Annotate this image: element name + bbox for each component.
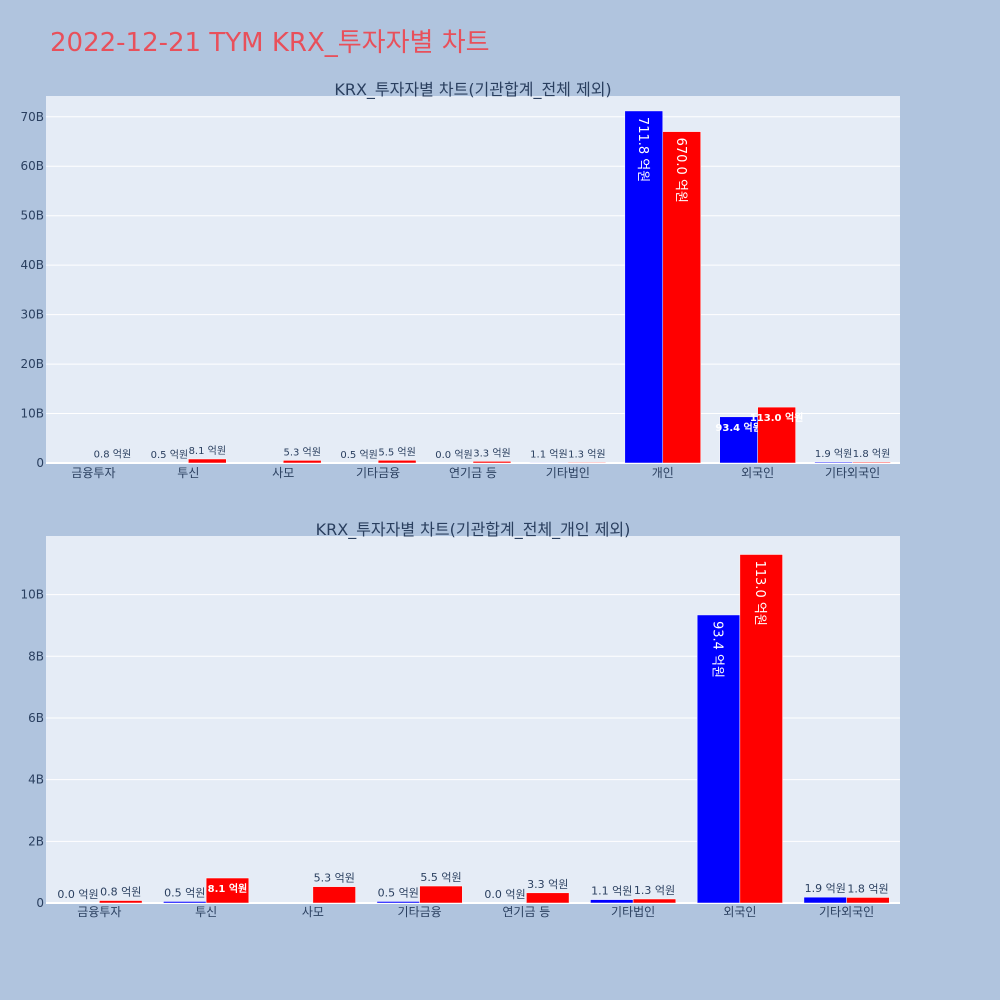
bar-value-label: 3.3 억원 [527,878,568,891]
x-tick-label: 사모 [302,905,324,919]
bar-value-label: 0.5 억원 [164,886,205,899]
bar [472,461,512,464]
y-tick-label: 20B [20,357,44,371]
bar-value-label: 5.5 억원 [420,871,461,884]
x-tick-label: 금융투자 [71,466,115,480]
bar [590,899,634,904]
x-tick-label: 금융투자 [77,905,121,919]
y-tick-label: 30B [20,308,44,322]
bar-value-label: 1.3 억원 [634,884,675,897]
x-tick-label: 기타법인 [611,905,655,919]
bar [205,877,250,904]
page-title: 2022-12-21 TYM KRX_투자자별 차트 [50,28,490,58]
bar-value-label: 1.8 억원 [853,448,890,460]
chart-1: 0 10B 20B 30B 40B 50B 60B 70B KRX_투자자별 차트(기관합계_전… [20,80,900,480]
bar [419,885,463,904]
bar [163,901,207,904]
bar-value-label: 1.8 억원 [847,882,888,895]
bar [526,892,570,904]
x-tick-label: 외국인 [723,905,756,919]
bar [696,614,741,904]
x-tick-label: 기타금융 [398,905,442,919]
bar-value-label: 0.0 억원 [484,888,525,901]
y-tick-label: 10B [20,407,44,421]
x-tick-label: 기타법인 [546,466,590,480]
bar [719,416,758,464]
bar-value-label: 0.8 억원 [94,449,131,461]
bar-value-label: 113.0 억원 [752,561,767,626]
x-tick-label: 투신 [195,905,217,919]
bar-value-label: 93.4 억원 [710,621,725,678]
bar-value-label: 0.5 억원 [340,449,377,461]
x-tick-label: 투신 [177,466,199,480]
y-tick-label: 6B [28,711,44,725]
x-tick-label: 연기금 등 [502,905,550,919]
bar [529,462,569,464]
bar-value-label: 1.9 억원 [805,882,846,895]
y-tick-label: 0 [36,456,44,470]
bar [803,896,847,904]
x-tick-label: 사모 [272,466,294,480]
bar-value-label: 711.8 억원 [635,117,650,182]
y-tick-label: 10B [20,588,44,602]
bar [757,406,796,464]
bar [377,460,417,464]
bar-value-label: 8.1 억원 [189,445,226,457]
bar-value-label: 5.3 억원 [314,872,355,885]
bar [662,131,701,464]
bar-value-label: 8.1 억원 [208,882,248,895]
bar [814,461,853,464]
x-tick-label: 기타외국인 [825,466,880,480]
y-tick-label: 4B [28,773,44,787]
chart-title: KRX_투자자별 차트(기관합계_전체_개인 제외) [316,520,631,540]
y-tick-label: 60B [20,159,44,173]
bar-value-label: 0.8 억원 [100,886,141,899]
bar-value-label: 0.0 억원 [435,449,472,461]
bar [632,898,677,904]
bar-value-label: 1.1 억원 [591,885,632,898]
bar [846,897,890,904]
bar-value-label: 0.5 억원 [378,886,419,899]
bar [852,461,891,464]
y-tick-label: 0 [36,896,44,910]
x-tick-label: 개인 [652,466,674,480]
bar-value-label: 113.0 억원 [750,411,804,424]
y-tick-label: 8B [28,649,44,663]
plot-area [46,96,900,463]
y-tick-label: 2B [28,834,44,848]
bar-value-label: 0.5 억원 [151,449,188,461]
bar [99,900,143,904]
x-tick-label: 연기금 등 [449,466,497,480]
bar [376,901,420,904]
bar-value-label: 1.1 억원 [530,448,567,460]
bar-value-label: 3.3 억원 [473,447,510,459]
bar [188,458,227,464]
bar-value-label: 670.0 억원 [673,138,688,203]
bar [739,554,783,904]
bar-value-label: 93.4 억원 [715,421,762,434]
chart-2: 0 2B 4B 6B 8B 10B KRX_투자자별 차트(기관합계_전체_개인 제외) 금융… [20,520,900,919]
x-tick-label: 기타외국인 [819,905,874,919]
bar-value-label: 5.3 억원 [283,446,320,458]
chart-title: KRX_투자자별 차트(기관합계_전체 제외) [334,80,611,100]
x-tick-label: 외국인 [741,466,774,480]
bar-value-label: 1.9 억원 [815,448,852,460]
y-tick-label: 40B [20,258,44,272]
bar [282,460,322,464]
x-tick-label: 기타금융 [356,466,400,480]
bar-value-label: 1.3 억원 [568,448,605,460]
bar [567,462,607,464]
y-tick-label: 70B [20,110,44,124]
y-tick-label: 50B [20,209,44,223]
bar [312,886,356,904]
bar-value-label: 5.5 억원 [378,446,415,458]
bar-value-label: 0.0 억원 [57,888,98,901]
